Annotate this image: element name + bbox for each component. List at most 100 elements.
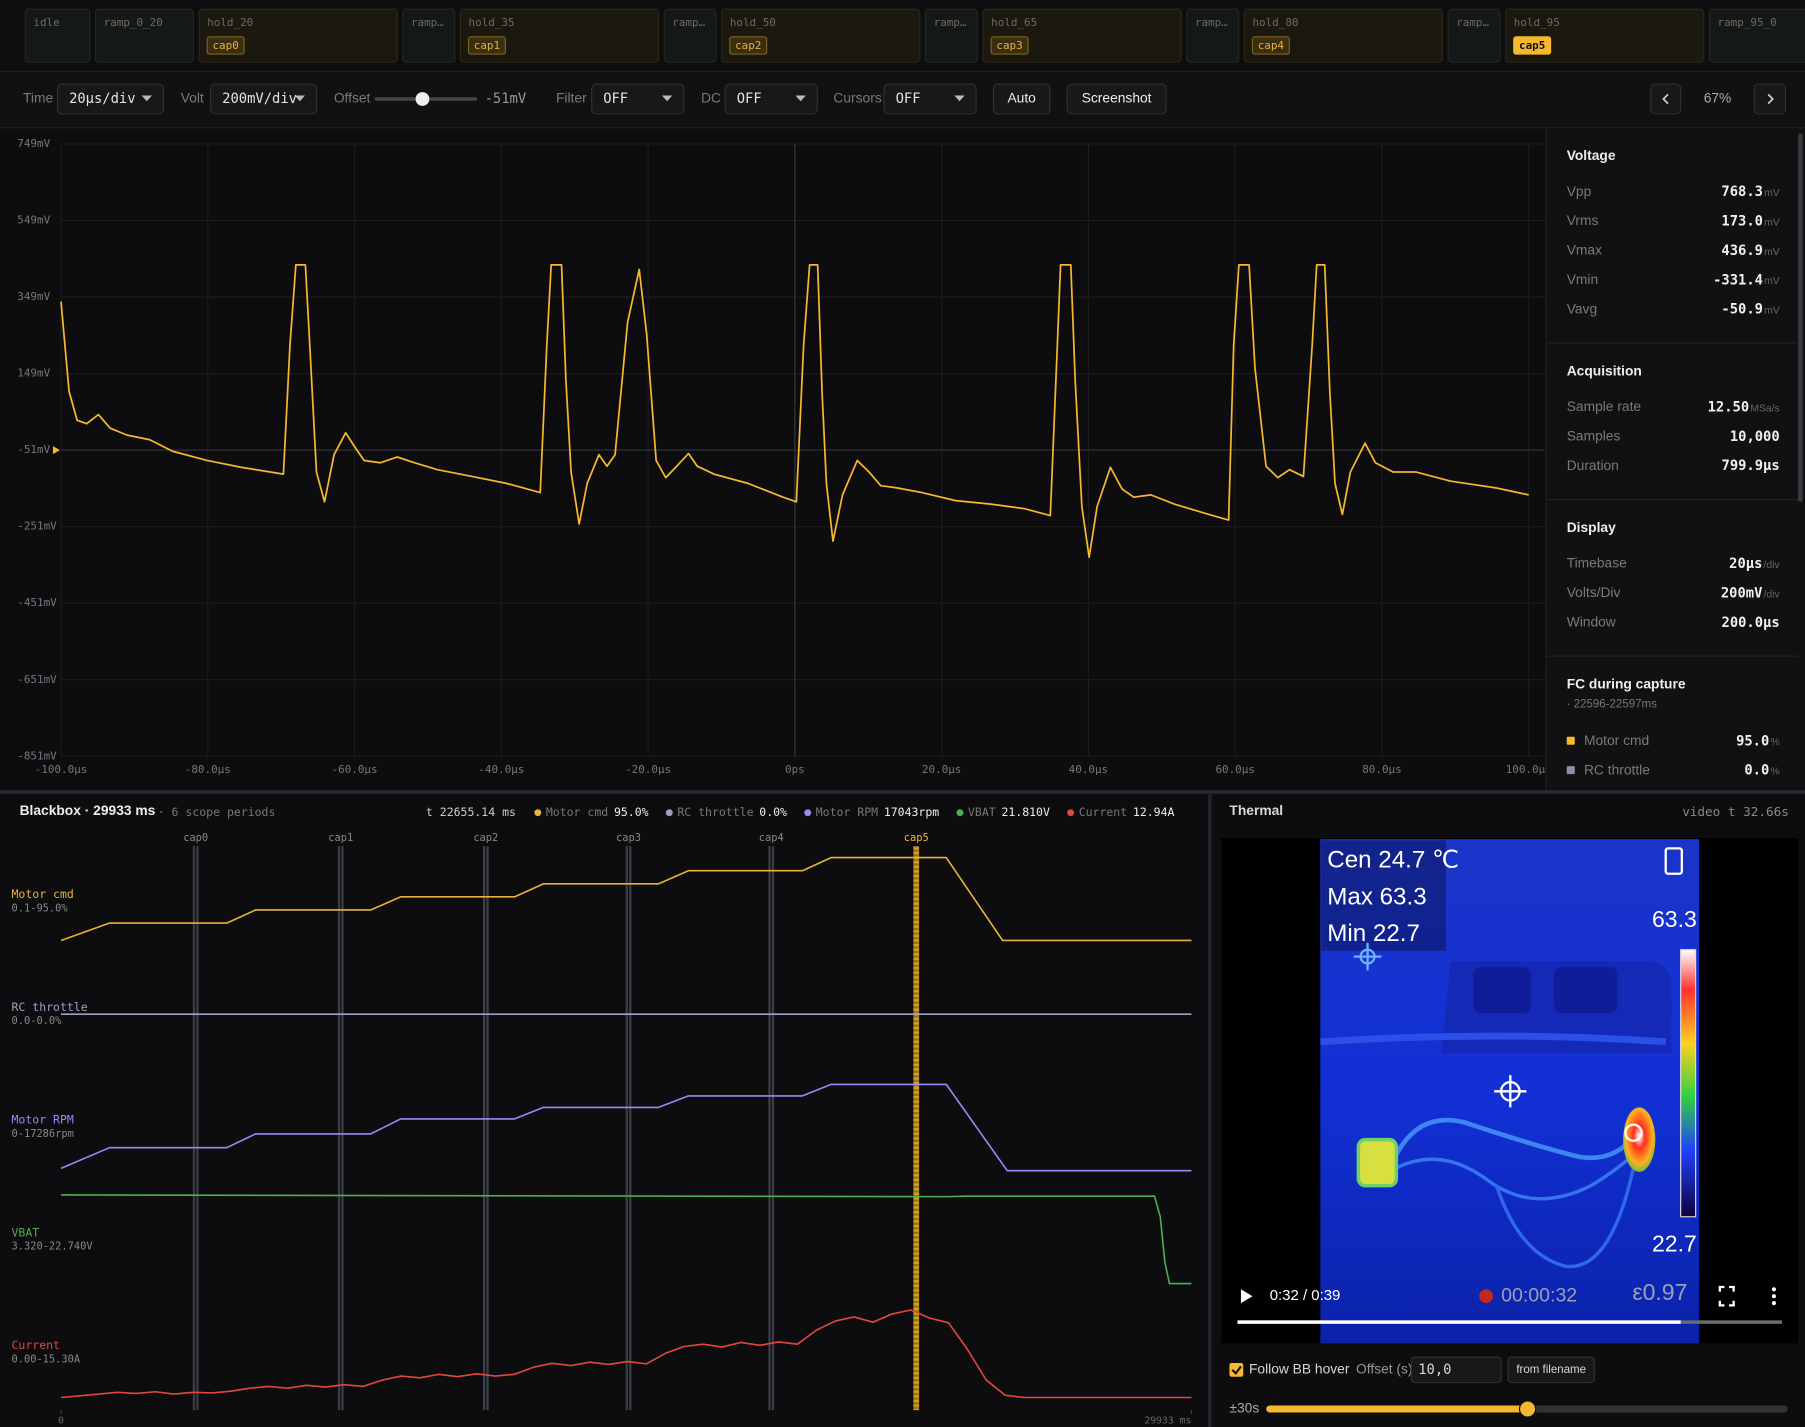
y-tick-label: -651mV (17, 673, 57, 686)
toolbar-label: Volt (181, 90, 204, 106)
tab-label: hold_35 (469, 16, 515, 29)
button-label: Auto (1007, 90, 1036, 106)
prev-button[interactable] (1650, 83, 1682, 115)
cap-label: cap5 (904, 832, 929, 844)
rec-dot (1479, 1289, 1494, 1304)
thermal-title: Thermal (1229, 802, 1283, 818)
stat-label: RC throttle (1584, 761, 1650, 777)
play-button[interactable] (1240, 1289, 1253, 1304)
follow-label: Follow BB hover (1249, 1361, 1350, 1377)
stat-unit: MSa/s (1750, 403, 1779, 414)
select-value: OFF (603, 91, 628, 107)
stat-label: Sample rate (1567, 398, 1642, 414)
cap-label: cap4 (759, 832, 784, 844)
lane-line (60, 856, 1192, 942)
tab-label: ramp… (411, 16, 444, 29)
tab[interactable] (1243, 8, 1443, 63)
button[interactable] (992, 83, 1051, 115)
progress-fill (1237, 1320, 1681, 1324)
tab-label: hold_65 (991, 16, 1037, 29)
cap-badge-label: cap3 (996, 39, 1022, 52)
offset-input[interactable] (1410, 1356, 1502, 1384)
offset-value: 10,0 (1418, 1362, 1451, 1378)
thermal-shape (1473, 966, 1532, 1014)
stat-value: 0.0 (1744, 763, 1769, 779)
legend-dot (534, 809, 542, 817)
select-arrow (661, 95, 673, 102)
stat-value: 200.0µs (1722, 615, 1780, 631)
tab[interactable] (1186, 8, 1240, 63)
menu-button[interactable] (1771, 1287, 1776, 1306)
tab[interactable] (982, 8, 1182, 63)
legend-value: 12.94A (1133, 805, 1175, 819)
x-tick-label: -40.0µs (478, 763, 524, 776)
trigger-marker (52, 446, 60, 455)
scale-min: 22.7 (1652, 1231, 1697, 1257)
scale-max: 63.3 (1652, 906, 1697, 932)
select-value: OFF (896, 91, 921, 107)
select[interactable] (883, 83, 977, 115)
cap-badge-label: cap4 (1258, 39, 1285, 52)
tab[interactable] (402, 8, 456, 63)
scrollbar[interactable] (1798, 133, 1803, 502)
button-label: Screenshot (1082, 90, 1152, 106)
stat-unit: % (1770, 737, 1779, 748)
cap-badge (990, 36, 1029, 55)
legend-value: 0.0% (759, 805, 787, 819)
cap-badge (1513, 36, 1552, 55)
tab[interactable] (1505, 8, 1705, 63)
offset-label: Offset (s) (1356, 1361, 1412, 1377)
tab-label: ramp… (934, 16, 967, 29)
tab-label: idle (33, 16, 59, 29)
range-knob[interactable] (1518, 1400, 1537, 1418)
lane-range: 0.0-0.0% (12, 1015, 63, 1027)
stat-value: -331.4 (1713, 272, 1763, 288)
from-filename-button[interactable] (1507, 1356, 1595, 1384)
battery-icon (1664, 847, 1683, 875)
lane-name: Motor RPM (12, 1113, 74, 1127)
follow-checkbox[interactable] (1229, 1362, 1244, 1377)
tab[interactable] (198, 8, 398, 63)
select[interactable] (724, 83, 818, 115)
cap-badge (1251, 36, 1290, 55)
cap-badge-label: cap2 (735, 39, 761, 52)
cap-badge (206, 36, 245, 55)
tab[interactable] (459, 8, 660, 63)
tab[interactable] (24, 8, 91, 63)
button[interactable] (1066, 83, 1167, 115)
legend-dot (665, 809, 673, 817)
lane-range: 3.320-22.740V (12, 1241, 93, 1253)
lane-line (61, 1194, 1192, 1285)
thermal-hot-block (1356, 1137, 1399, 1188)
tab[interactable] (924, 8, 978, 63)
stat-label: Vrms (1567, 212, 1599, 228)
fullscreen-button[interactable] (1718, 1285, 1735, 1307)
legend-swatch (1566, 766, 1575, 775)
tab[interactable] (663, 8, 717, 63)
select[interactable] (56, 83, 165, 115)
tab[interactable] (721, 8, 921, 63)
x-tick-label: -100.0µs (35, 763, 88, 776)
cap-badge-label: cap5 (1519, 39, 1545, 52)
offset-knob[interactable] (415, 92, 430, 106)
thermal-shape (1554, 966, 1618, 1014)
thermal-cable (1394, 1149, 1639, 1201)
stat-value: -50.9 (1721, 302, 1763, 318)
lane-line (60, 1083, 1192, 1172)
x-tick-label: -20.0µs (625, 763, 671, 776)
x-tick-label: 29933 ms (1144, 1416, 1191, 1427)
next-button[interactable] (1753, 83, 1787, 115)
tab[interactable] (1708, 8, 1805, 63)
select[interactable] (210, 83, 318, 115)
lane-name: Motor cmd (12, 887, 74, 901)
toolbar-label: Cursors (833, 90, 881, 106)
range-label: ±30s (1229, 1400, 1259, 1416)
video-time: video t 32.66s (1682, 804, 1789, 819)
select-value: 200mV/div (222, 91, 297, 107)
select[interactable] (591, 83, 685, 115)
cap-label: cap0 (183, 832, 208, 844)
cursor-time: t 22655.14 ms (426, 805, 516, 819)
tab[interactable] (1447, 8, 1501, 63)
tab[interactable] (94, 8, 194, 63)
